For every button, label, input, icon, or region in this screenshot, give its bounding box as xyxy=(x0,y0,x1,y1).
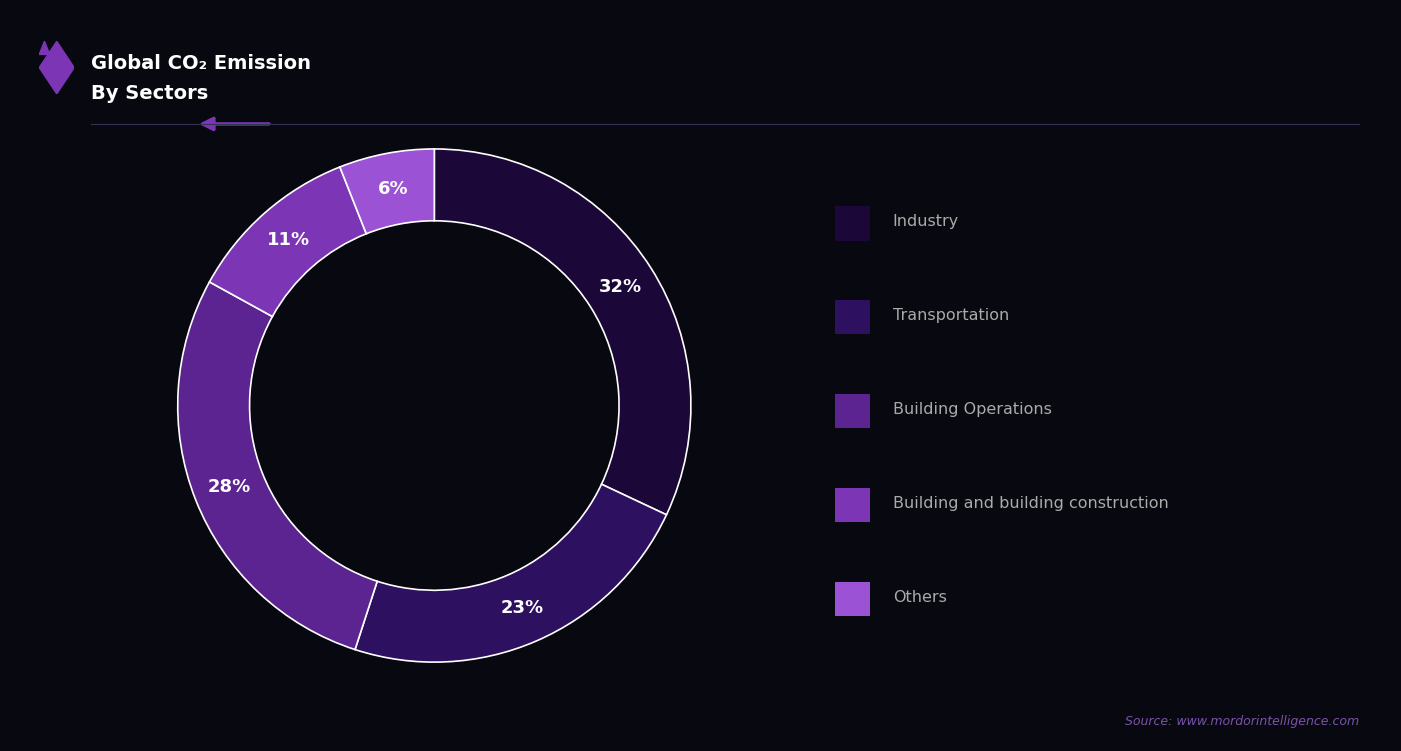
Text: 6%: 6% xyxy=(378,179,408,198)
Wedge shape xyxy=(354,484,667,662)
Text: Building and building construction: Building and building construction xyxy=(892,496,1168,511)
Text: 32%: 32% xyxy=(600,279,642,297)
Text: 28%: 28% xyxy=(207,478,251,496)
Polygon shape xyxy=(39,41,74,94)
Wedge shape xyxy=(210,167,366,316)
Text: Source: www.mordorintelligence.com: Source: www.mordorintelligence.com xyxy=(1125,715,1359,728)
FancyBboxPatch shape xyxy=(835,488,870,523)
Wedge shape xyxy=(178,282,377,650)
Text: 23%: 23% xyxy=(500,599,544,617)
FancyBboxPatch shape xyxy=(835,394,870,428)
Text: Building Operations: Building Operations xyxy=(892,402,1052,417)
Text: Industry: Industry xyxy=(892,214,958,229)
Text: 11%: 11% xyxy=(266,231,310,249)
Wedge shape xyxy=(434,149,691,514)
FancyBboxPatch shape xyxy=(835,207,870,240)
FancyBboxPatch shape xyxy=(835,582,870,617)
Polygon shape xyxy=(39,41,50,54)
Wedge shape xyxy=(340,149,434,234)
FancyBboxPatch shape xyxy=(835,300,870,334)
Text: By Sectors: By Sectors xyxy=(91,84,209,104)
Text: Transportation: Transportation xyxy=(892,308,1009,323)
Text: Global CO₂ Emission: Global CO₂ Emission xyxy=(91,54,311,74)
Text: Others: Others xyxy=(892,590,947,605)
